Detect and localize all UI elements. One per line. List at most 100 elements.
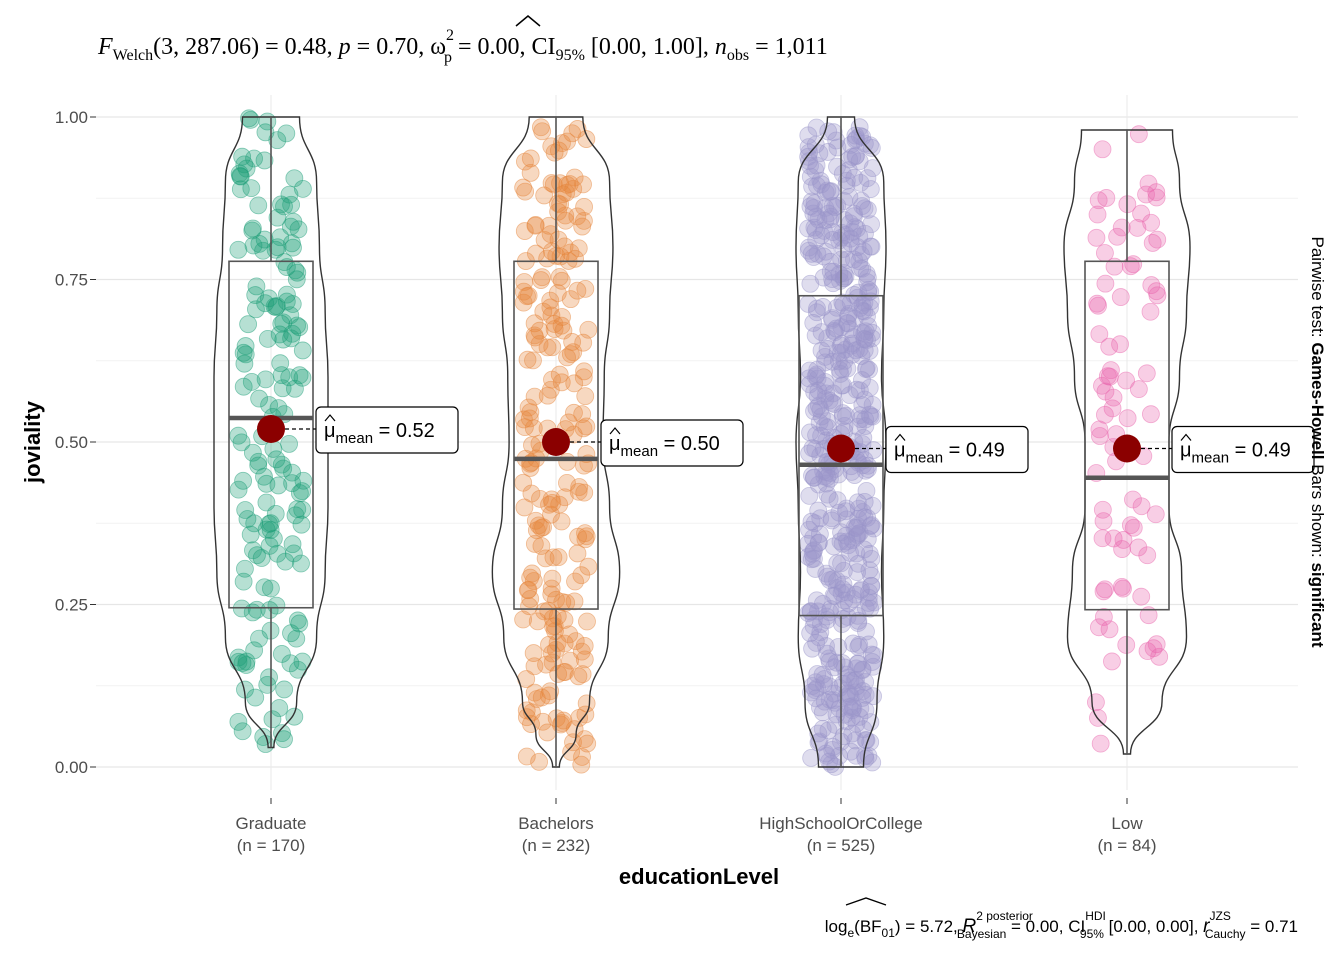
- data-point: [549, 141, 568, 160]
- data-point: [855, 199, 874, 218]
- box-low: [1084, 260, 1170, 611]
- data-point: [568, 207, 587, 226]
- data-point: [853, 396, 872, 414]
- data-point: [1103, 399, 1122, 418]
- data-point: [573, 217, 592, 236]
- data-point: [565, 374, 584, 393]
- data-point: [569, 239, 588, 258]
- data-point: [575, 197, 593, 216]
- data-point: [1142, 213, 1161, 232]
- data-point: [549, 665, 568, 683]
- y-tick-label: 1.00: [55, 108, 88, 127]
- data-point: [1093, 140, 1112, 159]
- data-point: [570, 478, 589, 496]
- data-point: [575, 362, 593, 381]
- data-point: [532, 118, 550, 137]
- group-bachelors: μmean = 0.50: [491, 116, 744, 774]
- data-point: [275, 197, 293, 216]
- data-point: [578, 734, 597, 753]
- data-point: [516, 182, 535, 201]
- data-point: [542, 490, 561, 509]
- data-point: [819, 418, 837, 437]
- data-point: [514, 610, 533, 629]
- data-point: [247, 300, 265, 319]
- data-point: [833, 407, 852, 426]
- data-point: [541, 291, 560, 310]
- data-point: [1129, 125, 1148, 144]
- violin-low: [1063, 129, 1191, 755]
- data-point: [261, 514, 280, 533]
- data-point: [1087, 693, 1105, 712]
- data-point: [245, 641, 264, 660]
- data-point: [1129, 380, 1148, 398]
- data-point: [532, 519, 551, 537]
- data-point: [515, 222, 534, 240]
- data-point: [1141, 302, 1160, 321]
- data-point: [1090, 420, 1109, 439]
- data-point: [817, 564, 836, 583]
- data-point: [573, 405, 592, 424]
- data-point: [812, 175, 831, 194]
- data-point: [852, 580, 871, 599]
- data-point: [847, 519, 866, 537]
- data-point: [242, 179, 261, 198]
- data-point: [229, 648, 248, 667]
- data-point: [852, 347, 871, 365]
- data-point: [524, 351, 542, 370]
- data-point: [838, 607, 857, 626]
- data-point: [808, 387, 827, 406]
- data-point: [574, 419, 593, 438]
- data-point: [280, 185, 299, 204]
- data-point: [1132, 587, 1151, 606]
- data-point: [545, 617, 564, 635]
- data-point: [840, 187, 859, 206]
- data-point: [549, 548, 568, 567]
- data-point: [849, 614, 867, 632]
- mean-label-box: [1171, 425, 1315, 474]
- data-point: [1118, 409, 1137, 428]
- data-point: [1103, 652, 1121, 671]
- data-point: [542, 585, 561, 604]
- data-point: [834, 727, 853, 746]
- data-point: [856, 410, 875, 429]
- group-highschoolorcollege: μmean = 0.49: [795, 116, 1029, 776]
- data-point: [534, 302, 553, 321]
- data-point: [579, 320, 598, 339]
- data-point: [515, 273, 534, 291]
- mean-point: [1113, 434, 1141, 463]
- data-point: [576, 530, 595, 549]
- data-point: [238, 510, 257, 528]
- data-point: [1089, 618, 1108, 637]
- groups-layer: μmean = 0.52 μmean = 0.50 μmean = 0.49 μmea…: [213, 109, 1315, 776]
- data-point: [562, 742, 581, 761]
- data-point: [280, 435, 298, 453]
- data-point: [255, 467, 273, 486]
- data-point: [805, 402, 823, 421]
- data-point: [811, 509, 830, 528]
- data-point: [854, 428, 873, 447]
- data-point: [805, 468, 823, 487]
- data-point: [850, 152, 869, 171]
- data-point: [825, 395, 844, 414]
- data-point: [515, 410, 533, 429]
- data-point: [1098, 367, 1117, 385]
- data-point: [823, 511, 841, 530]
- data-point: [283, 474, 302, 493]
- data-point: [552, 512, 571, 531]
- data-point: [1138, 642, 1157, 661]
- data-point: [272, 645, 291, 663]
- data-point: [855, 329, 874, 348]
- data-point: [809, 533, 828, 552]
- data-point: [830, 747, 848, 765]
- data-point: [1124, 518, 1143, 537]
- data-point: [576, 387, 595, 406]
- y-tick-label: 0.00: [55, 758, 88, 777]
- data-point: [287, 629, 306, 648]
- data-point: [292, 515, 311, 534]
- data-point: [292, 554, 310, 573]
- data-point: [839, 594, 858, 613]
- data-point: [542, 579, 561, 598]
- x-tick-label: HighSchoolOrCollege: [759, 814, 922, 833]
- data-point: [268, 238, 287, 257]
